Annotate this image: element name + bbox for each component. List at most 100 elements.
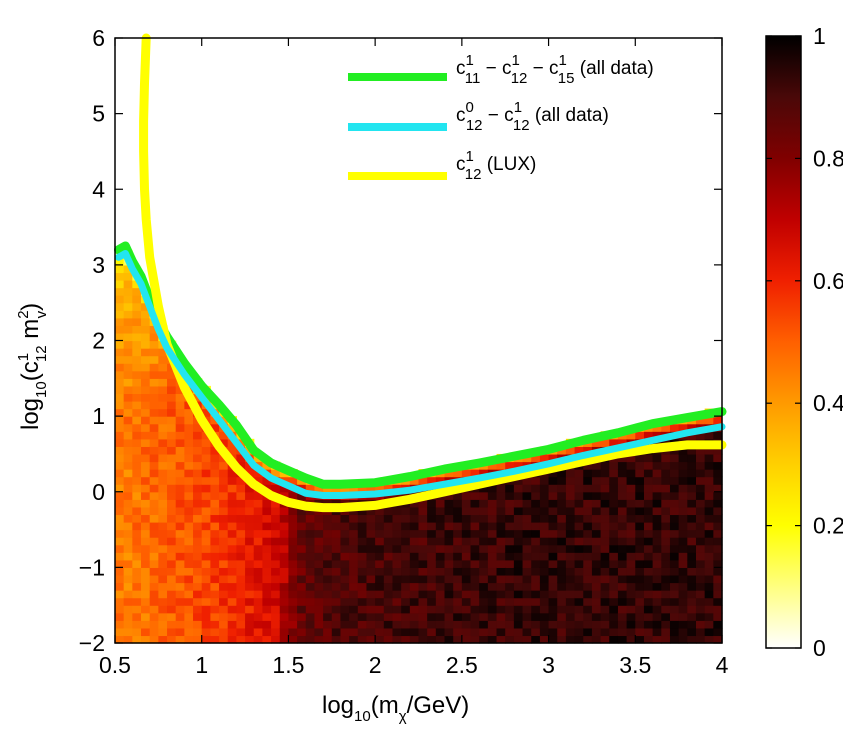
heatmap-cell	[210, 446, 220, 455]
heatmap-cell	[496, 506, 506, 516]
heatmap-cell	[487, 552, 498, 561]
heatmap-cell	[123, 627, 133, 637]
heatmap-cell	[201, 476, 211, 485]
heatmap-cell	[141, 469, 151, 478]
heatmap-cell	[522, 620, 532, 629]
heatmap-cell	[643, 484, 654, 493]
heatmap-cell	[115, 469, 125, 478]
heatmap-cell	[583, 605, 593, 614]
heatmap-cell	[626, 476, 636, 485]
heatmap-cell	[444, 567, 454, 576]
heatmap-cell	[132, 476, 142, 485]
heatmap-cell	[193, 431, 203, 440]
heatmap-cell	[522, 612, 532, 621]
heatmap-cell	[470, 552, 480, 561]
heatmap-cell	[513, 574, 524, 584]
heatmap-cell	[461, 605, 472, 614]
heatmap-cell	[210, 522, 220, 531]
heatmap-cell	[149, 385, 159, 395]
heatmap-cell	[643, 499, 654, 508]
heatmap-cell	[331, 612, 342, 621]
heatmap-cell	[123, 302, 133, 311]
heatmap-cell	[115, 499, 125, 508]
heatmap-cell	[366, 559, 376, 568]
heatmap-cell	[262, 522, 272, 531]
heatmap-cell	[271, 612, 281, 621]
heatmap-cell	[401, 529, 411, 538]
heatmap-cell	[695, 552, 706, 561]
heatmap-cell	[383, 537, 394, 546]
heatmap-cell	[713, 453, 723, 463]
heatmap-cell	[253, 620, 264, 629]
heatmap-cell	[115, 491, 125, 500]
heatmap-cell	[539, 499, 550, 508]
heatmap-cell	[375, 506, 385, 516]
heatmap-cell	[210, 469, 220, 478]
heatmap-cell	[461, 597, 472, 606]
heatmap-cell	[193, 620, 203, 629]
heatmap-cell	[366, 506, 376, 516]
heatmap-cell	[626, 612, 636, 621]
heatmap-cell	[375, 529, 385, 538]
heatmap-cell	[704, 529, 714, 538]
x-tick-label: 0.5	[99, 652, 131, 678]
heatmap-cell	[141, 506, 151, 516]
heatmap-cell	[401, 559, 411, 568]
heatmap-cell	[227, 567, 237, 576]
heatmap-cell	[401, 552, 411, 561]
heatmap-cell	[626, 620, 636, 629]
heatmap-cell	[461, 620, 472, 629]
heatmap-cell	[323, 567, 333, 576]
heatmap-cell	[687, 461, 697, 470]
heatmap-cell	[297, 544, 307, 553]
heatmap-cell	[314, 612, 324, 621]
heatmap-cell	[695, 612, 706, 621]
heatmap-cell	[193, 522, 203, 531]
heatmap-cell	[193, 574, 203, 584]
heatmap-cell	[609, 522, 619, 531]
heatmap-cell	[366, 635, 376, 644]
heatmap-cell	[496, 620, 506, 629]
heatmap-cell	[643, 597, 654, 606]
heatmap-cell	[513, 476, 524, 485]
heatmap-cell	[600, 567, 610, 576]
heatmap-cell	[323, 574, 333, 584]
heatmap-cell	[609, 476, 619, 485]
heatmap-cell	[366, 529, 376, 538]
heatmap-cell	[470, 559, 480, 568]
heatmap-cell	[132, 348, 142, 357]
heatmap-cell	[652, 574, 662, 584]
heatmap-cell	[496, 597, 506, 606]
heatmap-cell	[635, 491, 645, 500]
heatmap-cell	[253, 590, 264, 599]
heatmap-cell	[704, 544, 714, 553]
heatmap-cell	[314, 620, 324, 629]
heatmap-cell	[149, 627, 159, 637]
heatmap-cell	[201, 461, 211, 470]
heatmap-cell	[565, 597, 576, 606]
heatmap-cell	[175, 401, 185, 410]
heatmap-cell	[401, 605, 411, 614]
heatmap-cell	[617, 499, 628, 508]
heatmap-cell	[643, 506, 654, 516]
heatmap-cell	[245, 620, 255, 629]
heatmap-cell	[141, 574, 151, 584]
heatmap-cell	[522, 506, 532, 516]
heatmap-cell	[487, 605, 498, 614]
heatmap-cell	[158, 461, 168, 470]
heatmap-cell	[323, 514, 333, 523]
heatmap-cell	[158, 385, 168, 395]
heatmap-cell	[487, 627, 498, 637]
heatmap-cell	[461, 559, 472, 568]
heatmap-cell	[158, 469, 168, 478]
heatmap-cell	[574, 552, 584, 561]
heatmap-cell	[470, 567, 480, 576]
heatmap-cell	[271, 484, 281, 493]
heatmap-cell	[713, 529, 723, 538]
heatmap-cell	[132, 544, 142, 553]
heatmap-cell	[643, 567, 654, 576]
heatmap-cell	[435, 574, 446, 584]
heatmap-cell	[531, 590, 541, 599]
heatmap-cell	[383, 574, 394, 584]
heatmap-cell	[669, 612, 680, 621]
